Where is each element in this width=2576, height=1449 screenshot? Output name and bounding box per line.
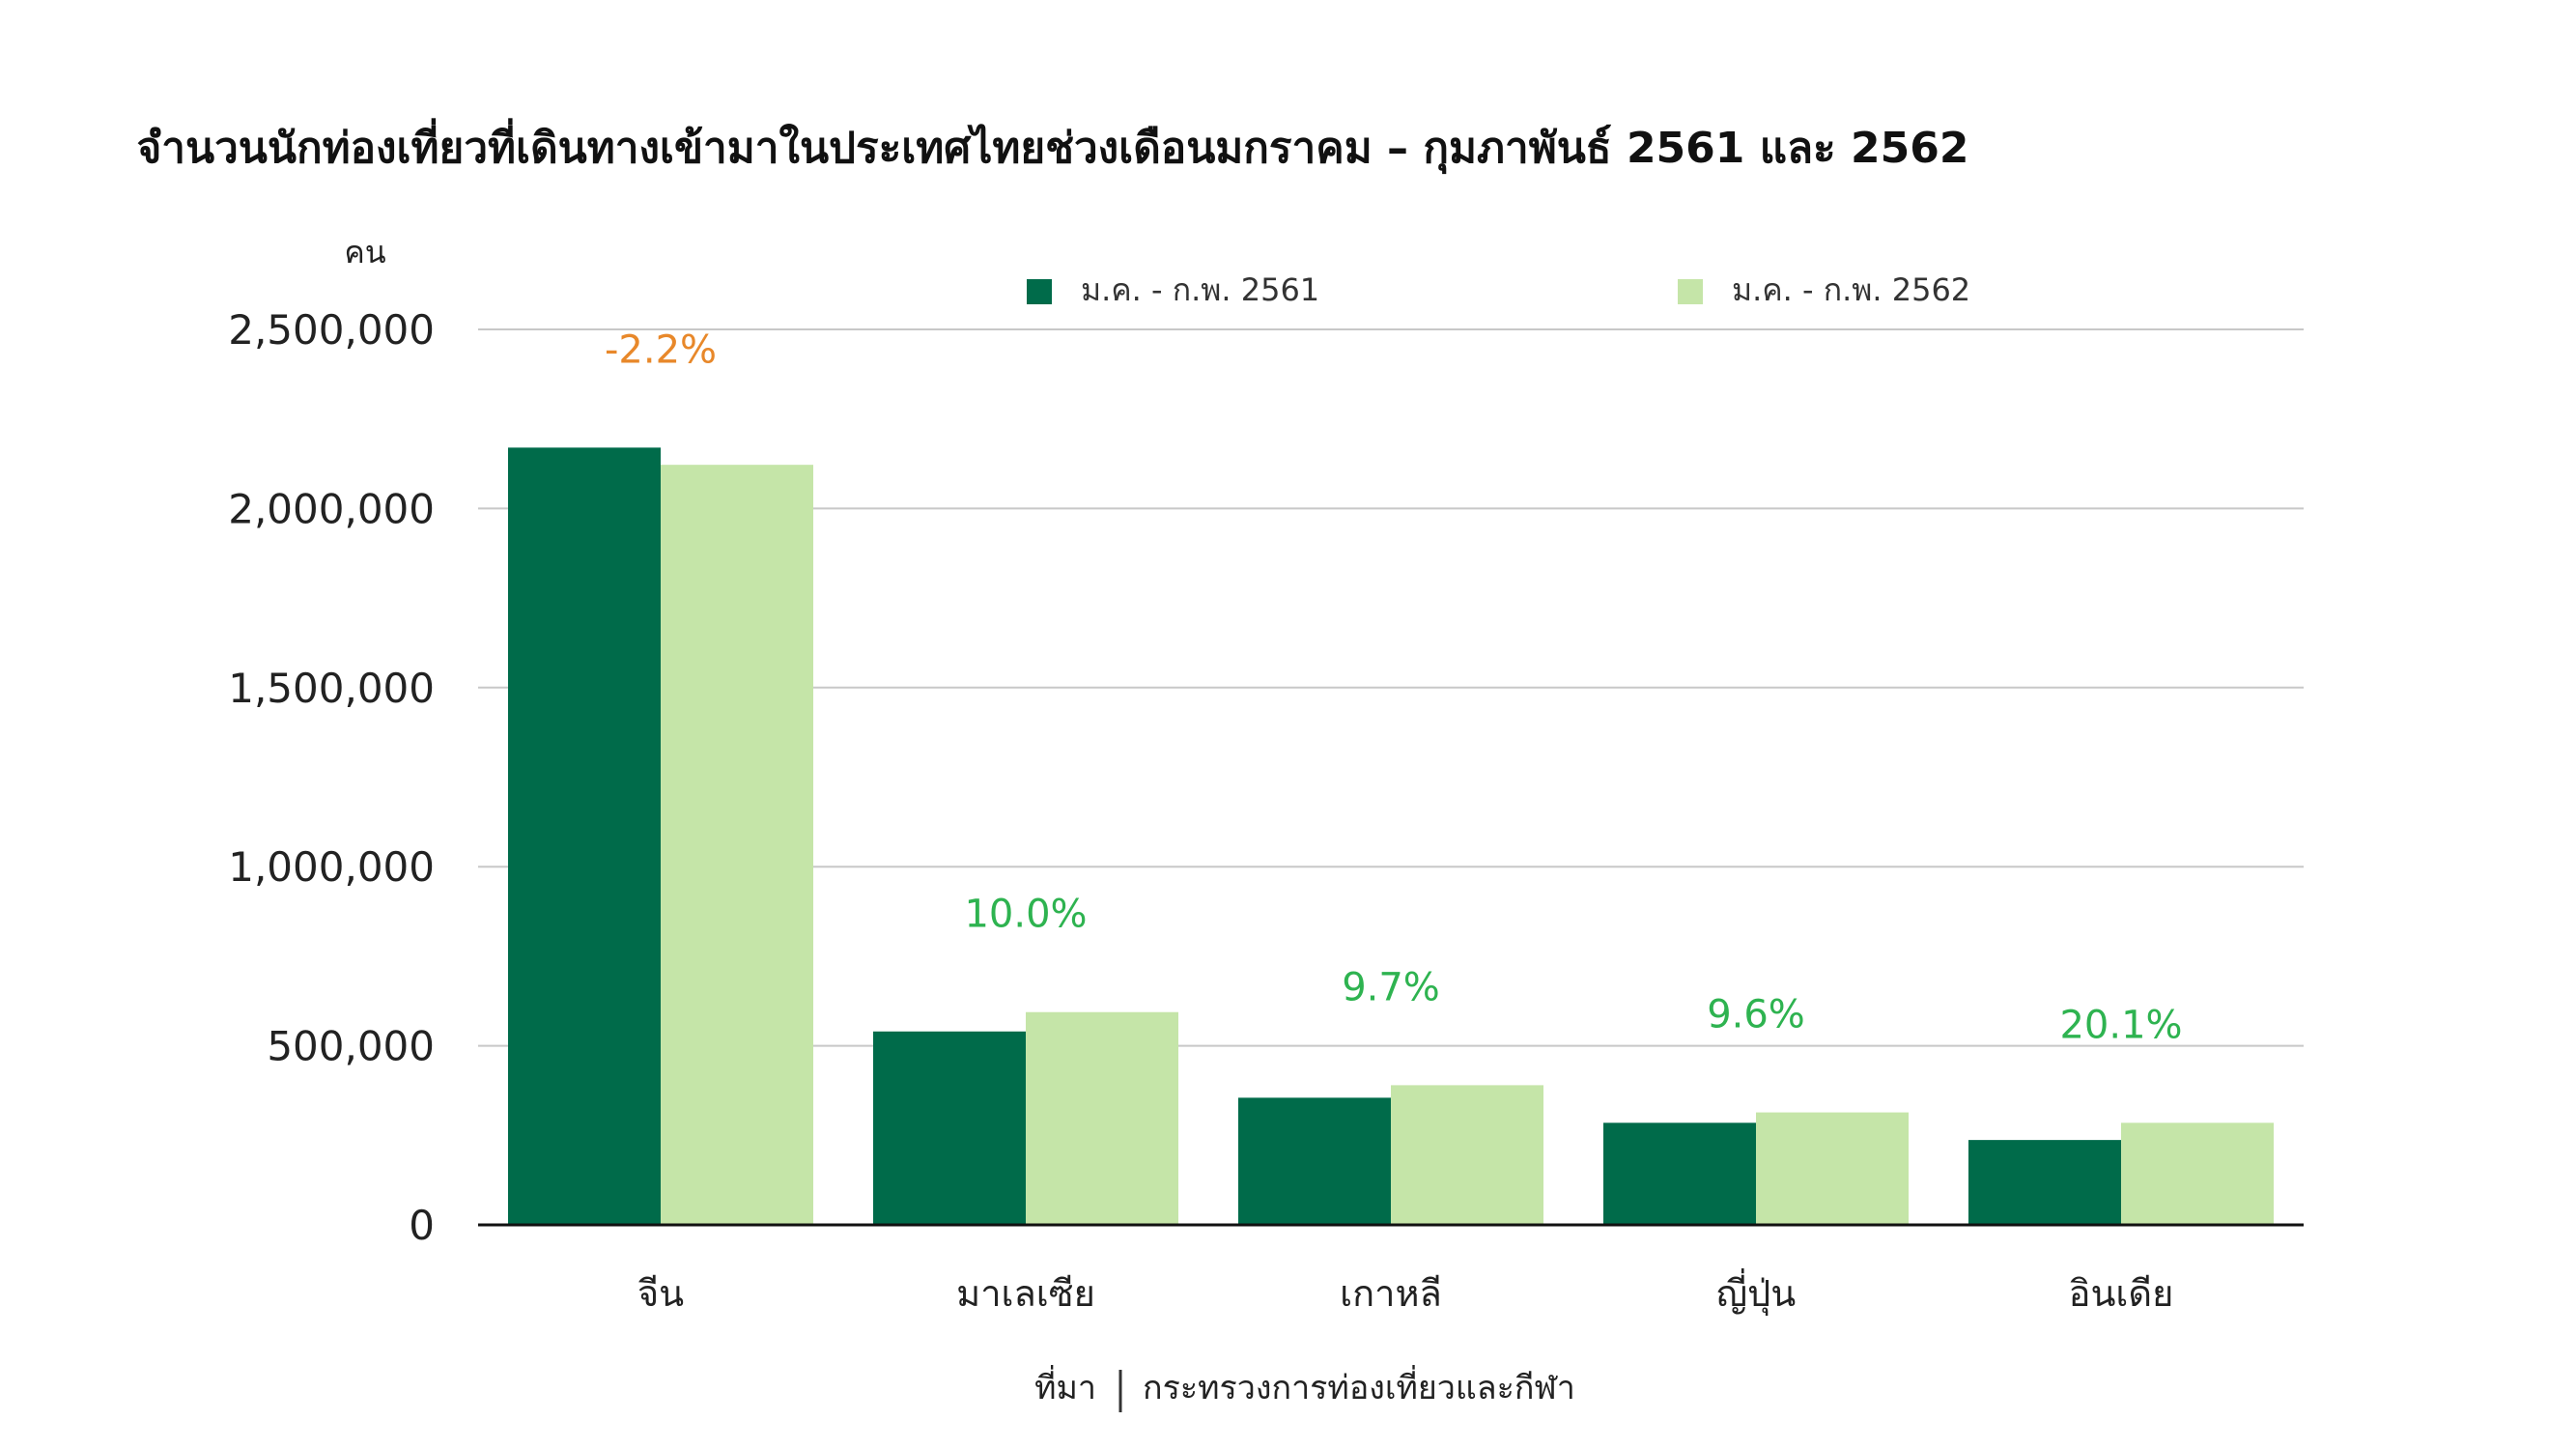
bars [508, 447, 2274, 1225]
bar-2561 [508, 447, 661, 1225]
legend-label: ม.ค. - ก.พ. 2562 [1732, 271, 1970, 308]
x-tick-label: ญี่ปุ่น [1716, 1268, 1796, 1316]
bar-2561 [1238, 1097, 1391, 1225]
y-tick-label: 0 [409, 1202, 435, 1249]
bar-2561 [873, 1031, 1026, 1225]
y-axis-ticks: 0 500,000 1,000,000 1,500,000 2,000,000 2,500… [228, 306, 435, 1249]
change-percent-label: -2.2% [605, 327, 717, 372]
y-tick-label: 1,500,000 [228, 665, 435, 712]
change-percent-label: 10.0% [964, 893, 1087, 937]
chart-title: จำนวนนักท่องเที่ยวที่เดินทางเข้ามาในประเ… [137, 118, 1969, 175]
change-percent-label: 20.1% [2059, 1003, 2182, 1047]
y-tick-label: 1,000,000 [228, 843, 435, 891]
x-tick-label: มาเลเซีย [956, 1272, 1095, 1315]
x-tick-label: อินเดีย [2069, 1272, 2174, 1315]
y-axis-unit: คน [344, 234, 385, 270]
bar-2561 [1603, 1122, 1756, 1225]
y-tick-label: 500,000 [267, 1023, 435, 1070]
x-axis-ticks: จีน มาเลเซีย เกาหลี ญี่ปุ่น อินเดีย [637, 1268, 2173, 1316]
x-tick-label: เกาหลี [1340, 1272, 1442, 1315]
bar-2562 [2121, 1122, 2274, 1225]
change-annotations: -2.2% 10.0% 9.7% 9.6% 20.1% [605, 327, 2183, 1047]
source-note: ที่มา กระทรวงการท่องเที่ยวและกีฬา [1034, 1365, 1575, 1412]
change-percent-label: 9.7% [1342, 965, 1440, 1009]
change-percent-label: 9.6% [1707, 993, 1805, 1037]
bar-2562 [1391, 1085, 1543, 1225]
y-tick-label: 2,500,000 [228, 306, 435, 354]
x-tick-label: จีน [637, 1272, 684, 1315]
source-label: ที่มา [1034, 1365, 1096, 1407]
bar-2562 [1026, 1011, 1178, 1225]
legend: ม.ค. - ก.พ. 2561 ม.ค. - ก.พ. 2562 [1027, 271, 1970, 308]
legend-swatch [1678, 279, 1703, 304]
legend-swatch [1027, 279, 1052, 304]
bar-2562 [661, 465, 813, 1225]
bar-2561 [1968, 1140, 2121, 1225]
source-text: กระทรวงการท่องเที่ยวและกีฬา [1143, 1365, 1575, 1407]
legend-label: ม.ค. - ก.พ. 2561 [1081, 271, 1319, 308]
bar-2562 [1756, 1112, 1909, 1225]
y-tick-label: 2,000,000 [228, 485, 435, 532]
